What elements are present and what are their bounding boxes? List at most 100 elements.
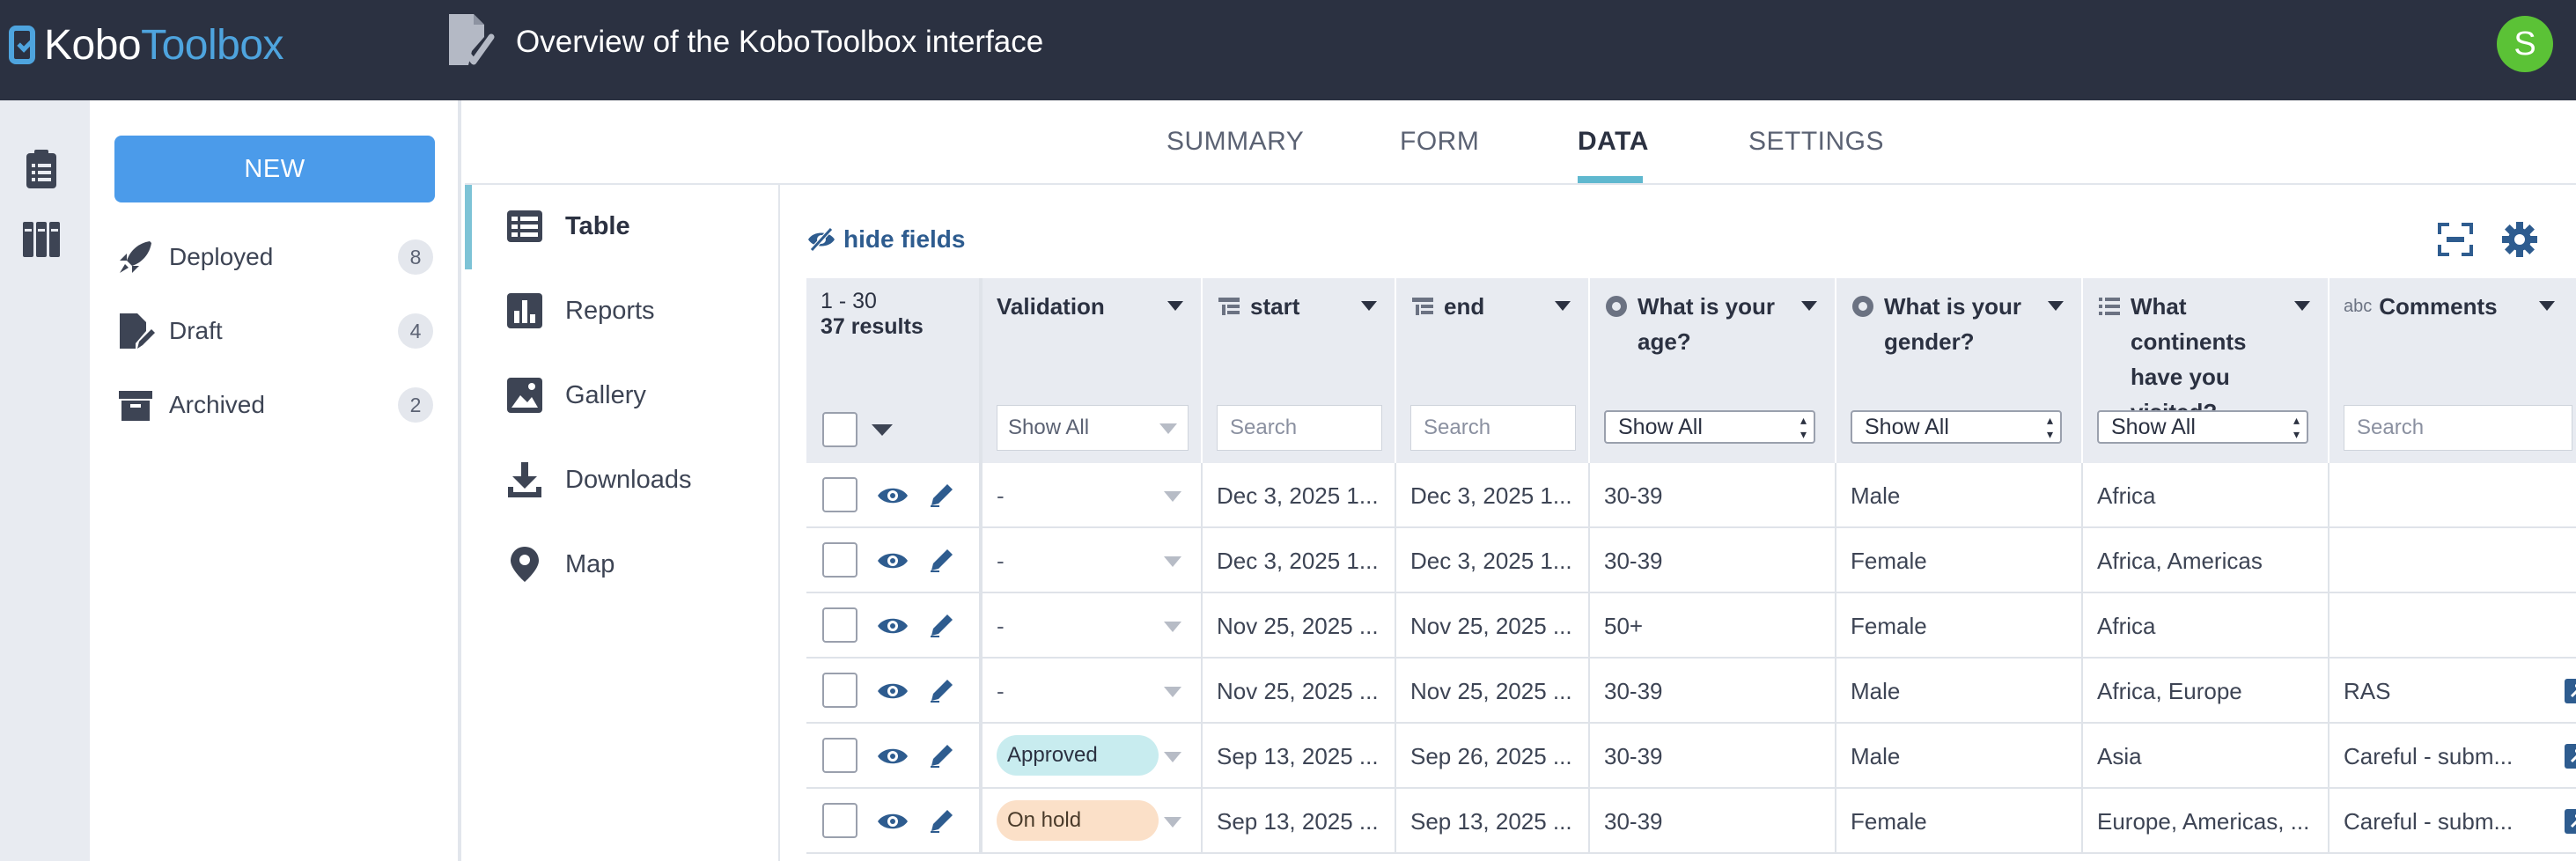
row-checkbox[interactable] bbox=[822, 738, 857, 773]
column-menu-caret-icon[interactable] bbox=[2539, 301, 2555, 311]
validation-filter-select[interactable]: Show All bbox=[997, 405, 1189, 451]
edit-submission-pencil-icon[interactable] bbox=[928, 611, 956, 639]
gender-cell: Female bbox=[1836, 528, 2083, 593]
projects-icon[interactable] bbox=[19, 148, 63, 192]
row-checkbox[interactable] bbox=[822, 803, 857, 838]
header-select-column: 1 - 30 37 results bbox=[806, 278, 983, 463]
validation-cell[interactable]: - bbox=[983, 528, 1203, 593]
gender-cell: Male bbox=[1836, 659, 2083, 724]
table-settings-gear-icon[interactable] bbox=[2500, 220, 2539, 259]
gender-cell: Male bbox=[1836, 724, 2083, 789]
view-submission-eye-icon[interactable] bbox=[877, 810, 909, 833]
row-checkbox[interactable] bbox=[822, 607, 857, 643]
eye-slash-icon bbox=[808, 227, 835, 252]
tab-summary[interactable]: SUMMARY bbox=[1167, 127, 1305, 156]
subnav-item-downloads[interactable]: Downloads bbox=[505, 458, 691, 502]
subnav-item-reports[interactable]: Reports bbox=[505, 289, 655, 333]
subnav-item-table[interactable]: Table bbox=[505, 204, 630, 248]
select-all-checkbox[interactable] bbox=[822, 412, 857, 447]
edit-submission-pencil-icon[interactable] bbox=[928, 806, 956, 835]
active-tab-indicator bbox=[1578, 176, 1643, 183]
tab-data[interactable]: DATA bbox=[1578, 127, 1649, 156]
age-cell: 30-39 bbox=[1590, 528, 1836, 593]
view-submission-eye-icon[interactable] bbox=[877, 484, 909, 507]
row-checkbox[interactable] bbox=[822, 673, 857, 708]
comments-cell: Careful - subm... bbox=[2329, 789, 2576, 854]
edit-submission-pencil-icon[interactable] bbox=[928, 741, 956, 769]
view-submission-eye-icon[interactable] bbox=[877, 549, 909, 572]
age-cell: 30-39 bbox=[1590, 724, 1836, 789]
subnav-item-map[interactable]: Map bbox=[505, 542, 615, 586]
continents-filter-select[interactable]: Show All bbox=[2097, 410, 2308, 444]
column-menu-caret-icon[interactable] bbox=[2294, 301, 2310, 311]
subnav-label: Downloads bbox=[565, 465, 692, 494]
table-row: - Dec 3, 2025 1... Dec 3, 2025 1... 30-3… bbox=[806, 528, 2576, 593]
start-cell: Dec 3, 2025 1... bbox=[1203, 463, 1396, 528]
end-cell: Sep 26, 2025 ... bbox=[1396, 724, 1590, 789]
age-filter-select[interactable]: Show All bbox=[1604, 410, 1815, 444]
tab-form[interactable]: FORM bbox=[1400, 127, 1480, 156]
gender-filter-select[interactable]: Show All bbox=[1851, 410, 2062, 444]
validation-cell[interactable]: Approved bbox=[983, 724, 1203, 789]
fullscreen-icon[interactable] bbox=[2437, 222, 2474, 257]
validation-status-empty: - bbox=[997, 482, 1005, 509]
validation-cell[interactable]: - bbox=[983, 463, 1203, 528]
validation-cell[interactable]: - bbox=[983, 659, 1203, 724]
logo-text-toolbox: Toolbox bbox=[141, 21, 284, 69]
row-checkbox[interactable] bbox=[822, 477, 857, 512]
column-menu-caret-icon[interactable] bbox=[1167, 301, 1183, 311]
edit-submission-pencil-icon[interactable] bbox=[928, 546, 956, 574]
bulk-actions-caret-icon[interactable] bbox=[872, 424, 893, 436]
view-submission-eye-icon[interactable] bbox=[877, 680, 909, 703]
subnav-item-gallery[interactable]: Gallery bbox=[505, 373, 646, 417]
datetime-type-icon bbox=[1412, 298, 1433, 315]
sidebar-item-label: Archived bbox=[169, 391, 265, 418]
select-one-type-icon bbox=[1852, 296, 1873, 317]
sidebar-item-deployed[interactable]: Deployed 8 bbox=[116, 236, 433, 278]
end-search-input[interactable]: Search bbox=[1410, 405, 1576, 451]
start-cell: Sep 13, 2025 ... bbox=[1203, 724, 1396, 789]
expand-text-icon[interactable] bbox=[2564, 678, 2576, 704]
hide-fields-button[interactable]: hide fields bbox=[806, 222, 965, 257]
user-avatar[interactable]: S bbox=[2497, 16, 2553, 72]
table-row: - Dec 3, 2025 1... Dec 3, 2025 1... 30-3… bbox=[806, 463, 2576, 528]
sidebar-item-draft[interactable]: Draft 4 bbox=[116, 310, 433, 352]
hide-fields-label: hide fields bbox=[843, 225, 966, 253]
edit-submission-pencil-icon[interactable] bbox=[928, 481, 956, 509]
expand-text-icon[interactable] bbox=[2564, 743, 2576, 769]
kobotoolbox-logo[interactable]: KoboToolbox bbox=[9, 19, 284, 70]
results-count: 37 results bbox=[821, 314, 924, 339]
header-age: What is your age? Show All bbox=[1590, 278, 1836, 463]
column-title: Validation bbox=[997, 293, 1105, 320]
view-submission-eye-icon[interactable] bbox=[877, 745, 909, 768]
library-icon[interactable] bbox=[19, 217, 63, 261]
column-menu-caret-icon[interactable] bbox=[1361, 301, 1377, 311]
edit-submission-pencil-icon[interactable] bbox=[928, 676, 956, 704]
column-menu-caret-icon[interactable] bbox=[1801, 301, 1817, 311]
table-header: 1 - 30 37 results Validation Show All st… bbox=[806, 278, 2576, 463]
table-row: - Nov 25, 2025 ... Nov 25, 2025 ... 50+ … bbox=[806, 593, 2576, 659]
start-search-input[interactable]: Search bbox=[1217, 405, 1382, 451]
tab-settings[interactable]: SETTINGS bbox=[1748, 127, 1885, 156]
column-menu-caret-icon[interactable] bbox=[1555, 301, 1571, 311]
column-menu-caret-icon[interactable] bbox=[2048, 301, 2064, 311]
continents-cell: Asia bbox=[2083, 724, 2329, 789]
validation-status-empty: - bbox=[997, 678, 1005, 704]
validation-cell[interactable]: - bbox=[983, 593, 1203, 659]
table-icon bbox=[507, 210, 542, 242]
expand-text-icon[interactable] bbox=[2564, 808, 2576, 835]
table-row: On hold Sep 13, 2025 ... Sep 13, 2025 ..… bbox=[806, 789, 2576, 854]
row-actions-cell bbox=[806, 528, 983, 593]
view-submission-eye-icon[interactable] bbox=[877, 614, 909, 637]
end-cell: Nov 25, 2025 ... bbox=[1396, 593, 1590, 659]
sidebar-item-archived[interactable]: Archived 2 bbox=[116, 384, 433, 426]
validation-cell[interactable]: On hold bbox=[983, 789, 1203, 854]
row-actions-cell bbox=[806, 659, 983, 724]
comments-search-input[interactable]: Search bbox=[2344, 405, 2572, 451]
comments-text: Careful - subm... bbox=[2344, 808, 2513, 835]
row-checkbox[interactable] bbox=[822, 542, 857, 578]
projects-sidebar: NEW Deployed 8 Draft 4 Archived 2 bbox=[90, 100, 461, 861]
validation-filter-value: Show All bbox=[1008, 416, 1090, 439]
header-comments: abc Comments Search bbox=[2329, 278, 2576, 463]
new-project-button[interactable]: NEW bbox=[114, 136, 435, 202]
